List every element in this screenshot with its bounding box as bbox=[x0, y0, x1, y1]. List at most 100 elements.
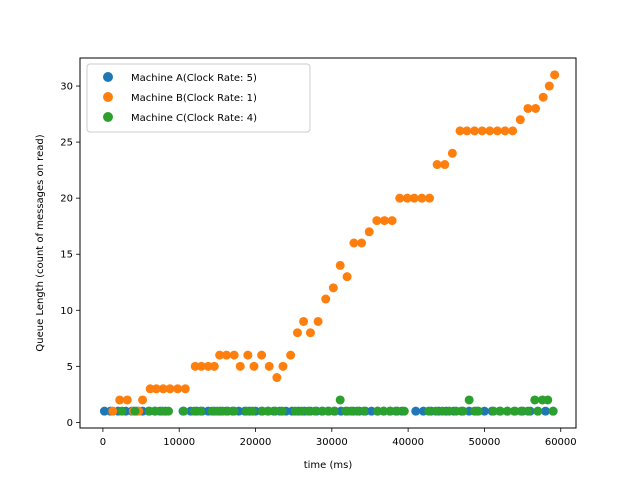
point-machine-c bbox=[296, 406, 306, 416]
legend: Machine A(Clock Rate: 5) Machine B(Clock… bbox=[86, 63, 311, 133]
point-machine-c bbox=[399, 406, 409, 416]
point-machine-c bbox=[523, 406, 533, 416]
point-machine-c bbox=[329, 406, 339, 416]
legend-marker-machine-b bbox=[103, 92, 113, 102]
point-machine-c bbox=[548, 406, 558, 416]
point-machine-c bbox=[437, 406, 447, 416]
point-machine-b bbox=[395, 193, 405, 203]
x-axis-label: time (ms) bbox=[304, 460, 353, 471]
x-tick-label: 30000 bbox=[316, 437, 348, 448]
point-machine-c bbox=[130, 406, 140, 416]
point-machine-b bbox=[321, 294, 331, 304]
point-machine-b bbox=[243, 350, 253, 360]
point-machine-b bbox=[229, 350, 239, 360]
point-machine-b bbox=[264, 361, 274, 371]
point-machine-b bbox=[417, 193, 427, 203]
x-tick-label: 0 bbox=[100, 437, 106, 448]
point-machine-b bbox=[538, 92, 548, 102]
point-machine-c bbox=[117, 406, 127, 416]
point-machine-c bbox=[392, 406, 402, 416]
point-machine-c bbox=[277, 406, 287, 416]
point-machine-b bbox=[379, 216, 389, 226]
legend-entry-machine-a: Machine A(Clock Rate: 5) bbox=[131, 73, 257, 84]
point-machine-b bbox=[158, 384, 168, 394]
point-machine-c bbox=[335, 395, 345, 405]
point-machine-c bbox=[229, 406, 239, 416]
point-machine-b bbox=[342, 272, 352, 282]
x-tick-label: 20000 bbox=[240, 437, 272, 448]
point-machine-b bbox=[222, 350, 232, 360]
point-machine-b bbox=[313, 316, 323, 326]
y-tick-label: 10 bbox=[60, 306, 73, 317]
point-machine-b bbox=[328, 283, 338, 293]
point-machine-b bbox=[257, 350, 267, 360]
point-machine-c bbox=[444, 406, 454, 416]
point-machine-b bbox=[215, 350, 225, 360]
point-machine-b bbox=[272, 373, 282, 383]
point-machine-b bbox=[115, 395, 125, 405]
point-machine-c bbox=[270, 406, 280, 416]
point-machine-b bbox=[455, 126, 465, 136]
point-machine-c bbox=[359, 406, 369, 416]
point-machine-b bbox=[440, 160, 450, 170]
point-machine-c bbox=[431, 406, 441, 416]
point-machine-b bbox=[485, 126, 495, 136]
x-tick-label: 10000 bbox=[163, 437, 195, 448]
point-machine-c bbox=[263, 406, 273, 416]
point-machine-c bbox=[247, 406, 257, 416]
point-machine-b bbox=[372, 216, 382, 226]
y-tick-label: 5 bbox=[67, 362, 73, 373]
point-machine-c bbox=[495, 406, 505, 416]
y-tick-label: 0 bbox=[67, 418, 73, 429]
point-machine-c bbox=[179, 406, 189, 416]
point-machine-b bbox=[278, 361, 288, 371]
point-machine-b bbox=[335, 260, 345, 270]
point-machine-c bbox=[530, 395, 540, 405]
point-machine-b bbox=[292, 328, 302, 338]
point-machine-b bbox=[180, 384, 190, 394]
y-tick-label: 15 bbox=[60, 250, 73, 261]
point-machine-b bbox=[462, 126, 472, 136]
point-machine-b bbox=[299, 316, 309, 326]
point-machine-b bbox=[492, 126, 502, 136]
series-machine-c bbox=[117, 395, 558, 416]
point-machine-b bbox=[235, 361, 245, 371]
plot-area bbox=[79, 57, 577, 429]
point-machine-b bbox=[305, 328, 315, 338]
point-machine-b bbox=[286, 350, 296, 360]
point-machine-b bbox=[349, 238, 359, 248]
legend-entry-machine-c: Machine C(Clock Rate: 4) bbox=[131, 113, 257, 124]
point-machine-c bbox=[196, 406, 206, 416]
point-machine-b bbox=[544, 81, 554, 91]
point-machine-c bbox=[379, 406, 389, 416]
point-machine-c bbox=[303, 406, 313, 416]
point-machine-c bbox=[310, 406, 320, 416]
point-machine-c bbox=[502, 406, 512, 416]
point-machine-b bbox=[108, 406, 118, 416]
point-machine-c bbox=[473, 406, 483, 416]
x-axis: 0 10000 20000 30000 40000 50000 60000 bbox=[100, 428, 577, 448]
point-machine-b bbox=[424, 193, 434, 203]
point-machine-b bbox=[550, 70, 560, 80]
point-machine-c bbox=[424, 406, 434, 416]
point-machine-a bbox=[540, 406, 550, 416]
point-machine-b bbox=[477, 126, 487, 136]
point-machine-c bbox=[451, 406, 461, 416]
x-tick-label: 40000 bbox=[392, 437, 424, 448]
legend-marker-machine-c bbox=[103, 112, 113, 122]
point-machine-b bbox=[249, 361, 259, 371]
y-axis: 0 5 10 15 20 25 30 bbox=[60, 82, 80, 429]
point-machine-a bbox=[411, 406, 421, 416]
legend-entry-machine-b: Machine B(Clock Rate: 1) bbox=[131, 93, 257, 104]
point-machine-b bbox=[387, 216, 397, 226]
x-tick-label: 60000 bbox=[545, 437, 577, 448]
point-machine-b bbox=[531, 103, 541, 113]
legend-marker-machine-a bbox=[103, 72, 113, 82]
point-machine-c bbox=[533, 406, 543, 416]
legend-box bbox=[86, 63, 311, 133]
point-machine-b bbox=[508, 126, 518, 136]
point-machine-b bbox=[173, 384, 183, 394]
point-machine-b bbox=[122, 395, 132, 405]
y-tick-label: 25 bbox=[60, 138, 73, 149]
